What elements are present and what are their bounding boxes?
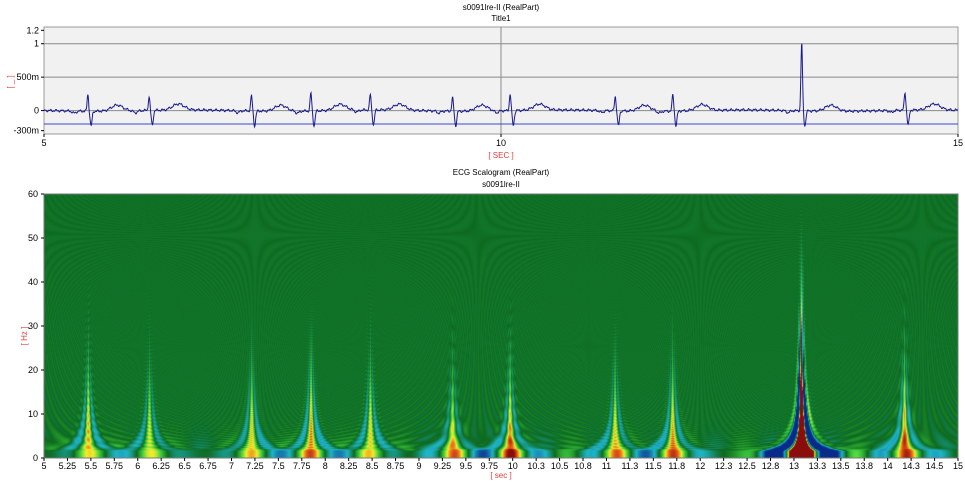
scalogram-x-tick-label: 9	[416, 461, 421, 471]
top-y-tick-label: 1.2	[26, 25, 39, 35]
scalogram-x-tick-label: 12.5	[738, 461, 756, 471]
scalogram-x-tick-label: 12.3	[715, 461, 733, 471]
scalogram-x-tick-label: 12	[695, 461, 705, 471]
scalogram-x-tick-label: 11.8	[668, 461, 685, 471]
top-x-tick-label: 10	[496, 138, 506, 148]
scalogram-title: ECG Scalogram (RealPart)	[453, 168, 550, 177]
scalogram-x-tick-label: 5.5	[85, 461, 98, 471]
scalogram-x-tick-label: 14	[883, 461, 893, 471]
scalogram-x-tick-label: 9.5	[460, 461, 473, 471]
scalogram-x-axis-label: [ sec ]	[490, 471, 511, 480]
scalogram-y-tick-label: 40	[28, 277, 38, 287]
top-chart-subtitle: Title1	[491, 14, 511, 23]
scalogram-x-tick-label: 10	[508, 461, 518, 471]
ecg-series-line	[43, 43, 959, 129]
scalogram-x-tick-label: 7.75	[293, 461, 311, 471]
scalogram-y-tick-label: 60	[28, 189, 38, 199]
scalogram-x-tick-label: 10.5	[551, 461, 569, 471]
scalogram-x-tick-label: 5	[41, 461, 46, 471]
scalogram-y-tick-label: 30	[28, 321, 38, 331]
top-y-tick-label: 500m	[16, 72, 39, 82]
scalogram-x-tick-label: 8.25	[340, 461, 358, 471]
scalogram-x-tick-label: 8	[323, 461, 328, 471]
top-chart-title: s0091lre-II (RealPart)	[463, 3, 540, 12]
scalogram-x-tick-label: 6.5	[178, 461, 191, 471]
scalogram-x-tick-label: 8.75	[387, 461, 405, 471]
top-y-axis-label: [ _ ]	[6, 75, 15, 88]
scalogram-x-axis: 5 5.25 5.5 5.75 6 6.25 6.5 6.75 7 7.25 7.5 7.75 8 8.2…	[41, 458, 963, 471]
scalogram-x-tick-label: 10.3	[527, 461, 545, 471]
top-x-tick-label: 15	[953, 138, 963, 148]
scalogram-x-tick-label: 13	[789, 461, 799, 471]
scalogram-x-tick-label: 6	[135, 461, 140, 471]
scalogram-x-tick-label: 5.75	[106, 461, 124, 471]
scalogram-x-tick-label: 12.8	[762, 461, 780, 471]
scalogram-heatmap-container	[44, 194, 958, 458]
scalogram-x-tick-label: 11.3	[621, 461, 638, 471]
scalogram-x-tick-label: 9.75	[481, 461, 499, 471]
scalogram-y-tick-label: 20	[28, 365, 38, 375]
scalogram-x-tick-label: 15	[953, 461, 963, 471]
scalogram-x-tick-label: 13.3	[809, 461, 827, 471]
scalogram-y-tick-label: 0	[33, 453, 38, 463]
scalogram-x-tick-label: 7	[229, 461, 234, 471]
scalogram-x-tick-label: 13.5	[832, 461, 850, 471]
top-x-tick-label: 5	[41, 138, 46, 148]
top-y-axis: 1.2 1 500m 0 -300m	[13, 25, 44, 136]
top-x-axis: 5 10 15	[41, 134, 963, 148]
top-y-tick-label: 1	[34, 39, 39, 49]
scalogram-heatmap	[44, 194, 958, 458]
scalogram-x-tick-label: 7.25	[246, 461, 264, 471]
top-y-tick-label: -300m	[13, 126, 39, 136]
top-y-tick-label: 0	[34, 106, 39, 116]
top-x-axis-label: [ SEC ]	[488, 151, 513, 160]
scalogram-y-tick-label: 50	[28, 233, 38, 243]
scalogram-x-tick-label: 14.5	[926, 461, 944, 471]
scalogram-x-tick-label: 13.8	[855, 461, 873, 471]
scalogram-y-axis-label: [ Hz ]	[20, 327, 29, 346]
scalogram-x-tick-label: 9.25	[434, 461, 452, 471]
scalogram-y-tick-label: 10	[28, 409, 38, 419]
scalogram-x-tick-label: 8.5	[366, 461, 379, 471]
scalogram-x-tick-label: 5.25	[59, 461, 77, 471]
scalogram-subtitle: s0091lre-II	[482, 180, 520, 189]
scalogram-x-tick-label: 11	[602, 461, 611, 471]
scalogram-x-tick-label: 6.25	[152, 461, 170, 471]
scalogram-x-tick-label: 11.5	[645, 461, 662, 471]
scalogram-y-axis: 0 10 20 30 40 50 60	[28, 189, 44, 463]
scalogram-x-tick-label: 10.8	[574, 461, 592, 471]
scalogram-x-tick-label: 7.5	[272, 461, 285, 471]
scalogram-x-tick-label: 6.75	[199, 461, 217, 471]
scalogram-x-tick-label: 14.3	[902, 461, 920, 471]
